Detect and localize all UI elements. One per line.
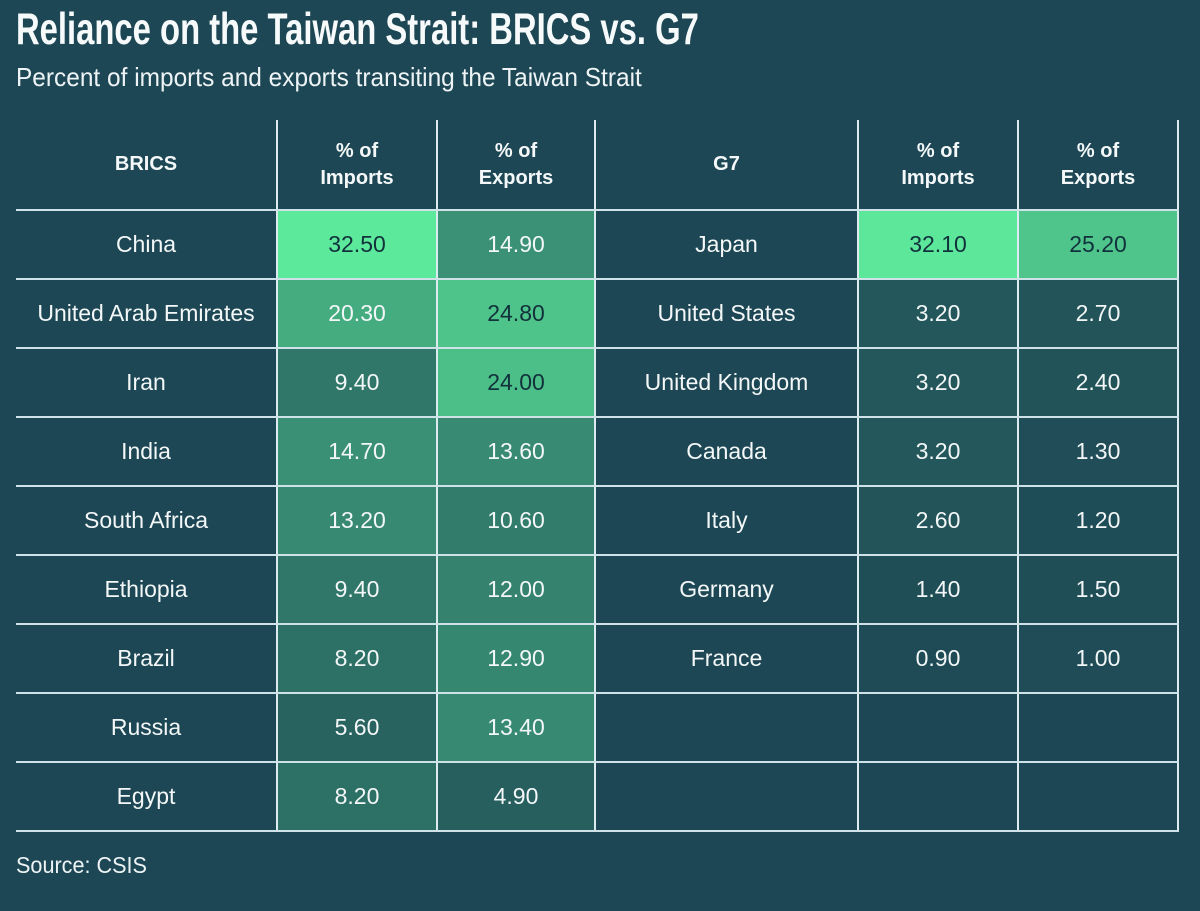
table-header: BRICS % of Imports % of Exports G7 % of … <box>16 120 1179 211</box>
brics-imports-value-cell: 13.20 <box>276 486 437 556</box>
brics-exports-value-cell: 10.60 <box>436 486 595 556</box>
g7-country-cell <box>594 693 858 763</box>
brics-imports-value-cell: 8.20 <box>276 624 437 694</box>
brics-imports-value-cell: 9.40 <box>276 348 437 418</box>
g7-exports-value-cell <box>1017 693 1179 763</box>
page-subtitle: Percent of imports and exports transitin… <box>16 62 642 92</box>
brics-imports-value-cell: 5.60 <box>276 693 437 763</box>
brics-exports-value-cell: 13.40 <box>436 693 595 763</box>
g7-exports-value-cell: 1.20 <box>1017 486 1179 556</box>
g7-imports-value-cell <box>857 693 1018 763</box>
brics-country-cell: Russia <box>16 693 277 763</box>
brics-imports-value-cell: 20.30 <box>276 279 437 349</box>
brics-country-cell: Ethiopia <box>16 555 277 625</box>
table-body: China 32.50 14.90 Japan 32.10 25.20 United Ara… <box>16 210 1179 832</box>
brics-imports-value-cell: 14.70 <box>276 417 437 487</box>
brics-imports-value-cell: 8.20 <box>276 762 437 832</box>
g7-exports-value-cell: 1.00 <box>1017 624 1179 694</box>
brics-country-cell: Iran <box>16 348 277 418</box>
brics-country-cell: India <box>16 417 277 487</box>
g7-imports-value-cell: 3.20 <box>857 279 1018 349</box>
brics-exports-value-cell: 13.60 <box>436 417 595 487</box>
header-brics-imports: % of Imports <box>276 120 437 211</box>
g7-country-cell <box>594 762 858 832</box>
header-g7: G7 <box>594 120 858 211</box>
g7-imports-value-cell: 3.20 <box>857 348 1018 418</box>
g7-imports-value-cell: 2.60 <box>857 486 1018 556</box>
g7-exports-value-cell: 2.70 <box>1017 279 1179 349</box>
table-row: Brazil 8.20 12.90 France 0.90 1.00 <box>16 624 1179 694</box>
brics-exports-value-cell: 14.90 <box>436 210 595 280</box>
table-row: Iran 9.40 24.00 United Kingdom 3.20 2.40 <box>16 348 1179 418</box>
heatmap-table: BRICS % of Imports % of Exports G7 % of … <box>16 120 1179 832</box>
g7-country-cell: Italy <box>594 486 858 556</box>
g7-country-cell: France <box>594 624 858 694</box>
table-header-row: BRICS % of Imports % of Exports G7 % of … <box>16 120 1179 211</box>
g7-imports-value-cell: 0.90 <box>857 624 1018 694</box>
brics-country-cell: Egypt <box>16 762 277 832</box>
brics-country-cell: United Arab Emirates <box>16 279 277 349</box>
table-row: South Africa 13.20 10.60 Italy 2.60 1.20 <box>16 486 1179 556</box>
source-credit: Source: CSIS <box>16 852 147 878</box>
table-row: United Arab Emirates 20.30 24.80 United Sta… <box>16 279 1179 349</box>
heatmap-table-container: BRICS % of Imports % of Exports G7 % of … <box>16 120 1179 832</box>
table-row: India 14.70 13.60 Canada 3.20 1.30 <box>16 417 1179 487</box>
g7-imports-value-cell: 32.10 <box>857 210 1018 280</box>
table-row: Ethiopia 9.40 12.00 Germany 1.40 1.50 <box>16 555 1179 625</box>
g7-exports-value-cell: 1.50 <box>1017 555 1179 625</box>
g7-country-cell: Germany <box>594 555 858 625</box>
header-g7-imports: % of Imports <box>857 120 1018 211</box>
brics-country-cell: China <box>16 210 277 280</box>
table-row: China 32.50 14.90 Japan 32.10 25.20 <box>16 210 1179 280</box>
header-brics-exports: % of Exports <box>436 120 595 211</box>
g7-exports-value-cell: 1.30 <box>1017 417 1179 487</box>
brics-exports-value-cell: 24.00 <box>436 348 595 418</box>
brics-imports-value-cell: 32.50 <box>276 210 437 280</box>
g7-imports-value-cell <box>857 762 1018 832</box>
header-brics: BRICS <box>16 120 277 211</box>
table-row: Russia 5.60 13.40 <box>16 693 1179 763</box>
brics-country-cell: South Africa <box>16 486 277 556</box>
g7-country-cell: United Kingdom <box>594 348 858 418</box>
g7-country-cell: United States <box>594 279 858 349</box>
brics-exports-value-cell: 4.90 <box>436 762 595 832</box>
g7-exports-value-cell: 2.40 <box>1017 348 1179 418</box>
header-g7-exports: % of Exports <box>1017 120 1179 211</box>
brics-exports-value-cell: 12.00 <box>436 555 595 625</box>
g7-imports-value-cell: 3.20 <box>857 417 1018 487</box>
g7-country-cell: Canada <box>594 417 858 487</box>
table-row: Egypt 8.20 4.90 <box>16 762 1179 832</box>
g7-exports-value-cell <box>1017 762 1179 832</box>
brics-imports-value-cell: 9.40 <box>276 555 437 625</box>
g7-imports-value-cell: 1.40 <box>857 555 1018 625</box>
brics-exports-value-cell: 12.90 <box>436 624 595 694</box>
page-title: Reliance on the Taiwan Strait: BRICS vs.… <box>16 4 699 54</box>
brics-country-cell: Brazil <box>16 624 277 694</box>
g7-exports-value-cell: 25.20 <box>1017 210 1179 280</box>
g7-country-cell: Japan <box>594 210 858 280</box>
brics-exports-value-cell: 24.80 <box>436 279 595 349</box>
